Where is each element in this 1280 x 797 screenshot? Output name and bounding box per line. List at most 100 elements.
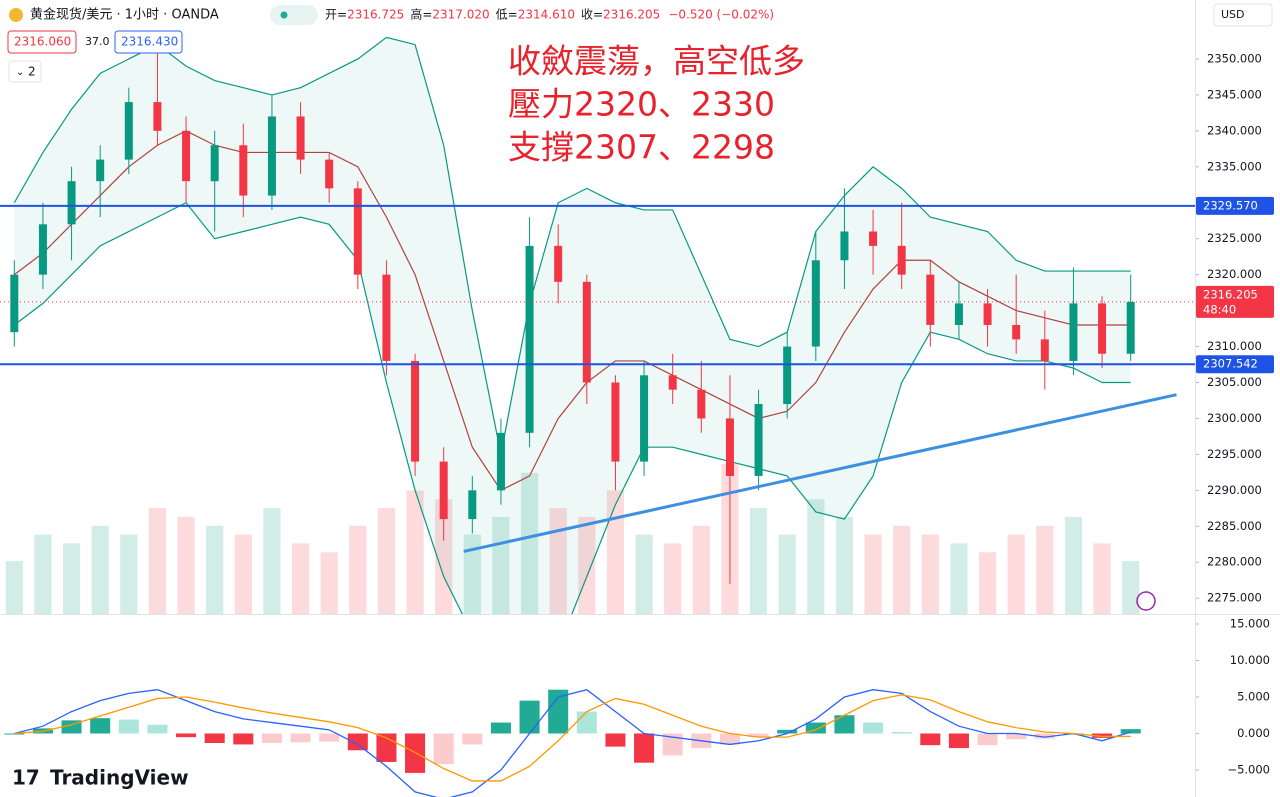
volume-bar (606, 490, 625, 614)
indicator-toggle[interactable] (8, 60, 42, 83)
candle-body (1098, 303, 1107, 354)
y-tick-label: 2275.000 (1207, 591, 1262, 605)
sell-price[interactable]: 2316.060 (14, 35, 71, 49)
status-pill[interactable] (270, 5, 318, 25)
ohlc-value: 2316.725 (347, 8, 404, 22)
countdown: 48:40 (1203, 302, 1236, 316)
histogram-bar (719, 733, 740, 745)
logo-mark: 17 (12, 766, 40, 790)
y-tick-label: 5.000 (1237, 689, 1270, 703)
price-tag (1196, 285, 1274, 318)
y-tick-label: 2310.000 (1207, 339, 1262, 353)
volume-bar (893, 525, 911, 614)
histogram-bar (634, 733, 655, 763)
volume-bar (263, 508, 281, 614)
histogram-bar (433, 733, 454, 765)
y-tick-label: −5.000 (1227, 762, 1270, 776)
histogram-bar (261, 733, 282, 743)
histogram-bar (90, 718, 111, 734)
trendline (463, 393, 1177, 553)
y-tick-label: 2345.000 (1207, 87, 1262, 101)
histogram-bar (1006, 733, 1027, 740)
hline-tag (1196, 355, 1274, 374)
histogram-bar (748, 733, 769, 738)
candle-body (525, 245, 534, 433)
volume-bar (692, 525, 710, 614)
volume-bar (864, 534, 882, 614)
buy-box[interactable] (114, 30, 183, 54)
volume-bar (177, 516, 195, 614)
volume-bar (206, 525, 224, 614)
volume-bar (520, 472, 539, 614)
alert-icon[interactable] (1136, 591, 1156, 611)
candle-body (697, 389, 706, 419)
histogram-bar (605, 733, 626, 747)
candle-body (382, 274, 391, 361)
volume-bar (463, 534, 481, 614)
candle-body (1040, 339, 1049, 361)
volume-bar (1064, 516, 1083, 614)
volume-bar (1036, 525, 1054, 614)
candle-body (554, 245, 563, 282)
indicator-count[interactable]: 2 (28, 65, 36, 79)
candle-body (1069, 303, 1078, 361)
histogram-bar (662, 733, 683, 756)
volume-bar (62, 543, 81, 614)
candle-body (468, 490, 477, 520)
currency[interactable]: USD (1221, 8, 1245, 21)
sell-box[interactable] (7, 30, 77, 54)
histogram-bar (948, 733, 969, 749)
histogram-bar (204, 733, 225, 743)
histogram-bar (977, 733, 998, 746)
histogram-bar (118, 719, 139, 734)
annotation: 壓力2320、2330 (508, 85, 775, 124)
y-tick-label: 0.000 (1237, 726, 1270, 740)
candle-body (411, 360, 420, 462)
histogram-bar (863, 722, 884, 734)
volume-bar (377, 508, 396, 614)
volume-bar (320, 552, 338, 614)
volume-bar (749, 508, 768, 614)
volume-bar (492, 516, 510, 614)
price-pane (0, 36, 1195, 614)
candle-body (754, 404, 763, 476)
symbol[interactable]: 黄金现货/美元 · 1小时 · OANDA (30, 7, 219, 23)
macd-line (14, 688, 1131, 797)
y-tick-label: 2340.000 (1207, 123, 1262, 137)
y-tick-label: 2320.000 (1207, 267, 1262, 281)
volume-bar (635, 534, 653, 614)
candle-body (239, 145, 248, 196)
band-line (13, 130, 1131, 492)
histogram-bar (462, 733, 483, 745)
ohlc-label: 低= (496, 8, 518, 22)
candle-body (611, 382, 620, 462)
currency-box[interactable] (1213, 3, 1273, 27)
logo: TradingView (50, 766, 189, 790)
candle-body (439, 461, 448, 520)
volume-bar (406, 490, 424, 614)
volume-bar (349, 525, 367, 614)
candle-body (869, 231, 878, 246)
volume-bar (835, 516, 854, 614)
band-fill (14, 37, 1131, 614)
histogram-bar (576, 711, 597, 734)
y-tick-label: 2280.000 (1207, 555, 1262, 569)
candle-body (897, 245, 906, 275)
histogram-bar (1120, 729, 1141, 734)
candle-body (210, 145, 219, 182)
candle-body (1126, 301, 1135, 354)
histogram-bar (233, 733, 254, 745)
histogram-bar (1092, 733, 1113, 738)
candle-body (296, 116, 305, 160)
volume-bar (34, 534, 52, 614)
volume-bar (664, 543, 682, 614)
candle-body (153, 102, 162, 131)
buy-price[interactable]: 2316.430 (121, 35, 178, 49)
histogram-bar (319, 733, 340, 742)
volume-bar (549, 508, 567, 614)
price-tag-label: 2316.205 (1203, 287, 1258, 301)
chevron: ⌄ (16, 67, 24, 78)
annotation: 支撐2307、2298 (508, 128, 775, 167)
spread: 37.0 (85, 35, 110, 48)
